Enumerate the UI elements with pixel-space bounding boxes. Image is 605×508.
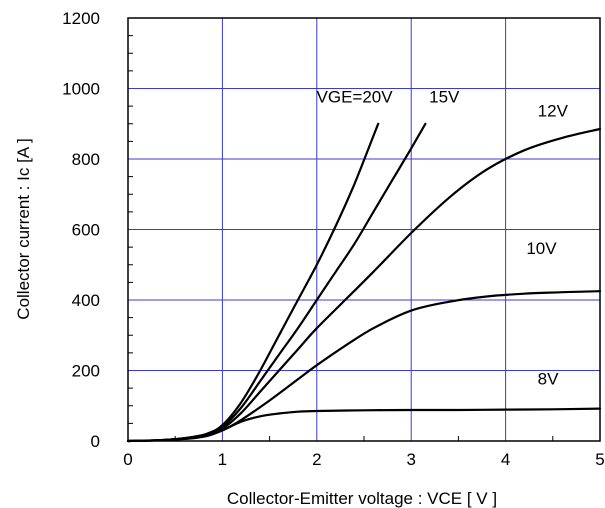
y-axis-title: Collector current : Ic [A ] [14,138,33,319]
x-tick-label: 4 [501,450,510,469]
series-curves [126,122,602,443]
x-tick-label: 5 [595,450,604,469]
axis-ticks [128,35,554,441]
x-tick-labels: 0 1 2 3 4 5 [123,450,604,469]
y-tick-label: 1200 [62,9,100,28]
x-tick-label: 1 [218,450,227,469]
series-label: 12V [538,102,569,121]
x-tick-label: 2 [312,450,321,469]
series-label: 10V [526,239,557,258]
series-line-10v [126,290,602,443]
x-axis-title: Collector-Emitter voltage : VCE [ V ] [227,489,497,508]
y-tick-label: 800 [72,150,100,169]
series-line-8v [126,407,602,443]
y-tick-label: 1000 [62,80,100,99]
series-label: VGE=20V [317,88,394,107]
y-tick-label: 400 [72,291,100,310]
plot-frame [127,17,601,442]
series-labels: VGE=20V 15V 12V 10V 8V [317,88,569,389]
series-label: 15V [429,88,460,107]
series-line-15v [126,122,427,443]
y-tick-label: 600 [72,221,100,240]
x-tick-label: 0 [123,450,132,469]
y-tick-label: 0 [91,432,100,451]
y-tick-label: 200 [72,362,100,381]
series-line-12v [126,127,602,443]
y-tick-labels: 0 200 400 600 800 1000 1200 [62,9,100,451]
grid-lines [128,18,600,441]
series-line-vge-20v [126,122,380,443]
series-label: 8V [538,370,559,389]
x-tick-label: 3 [406,450,415,469]
